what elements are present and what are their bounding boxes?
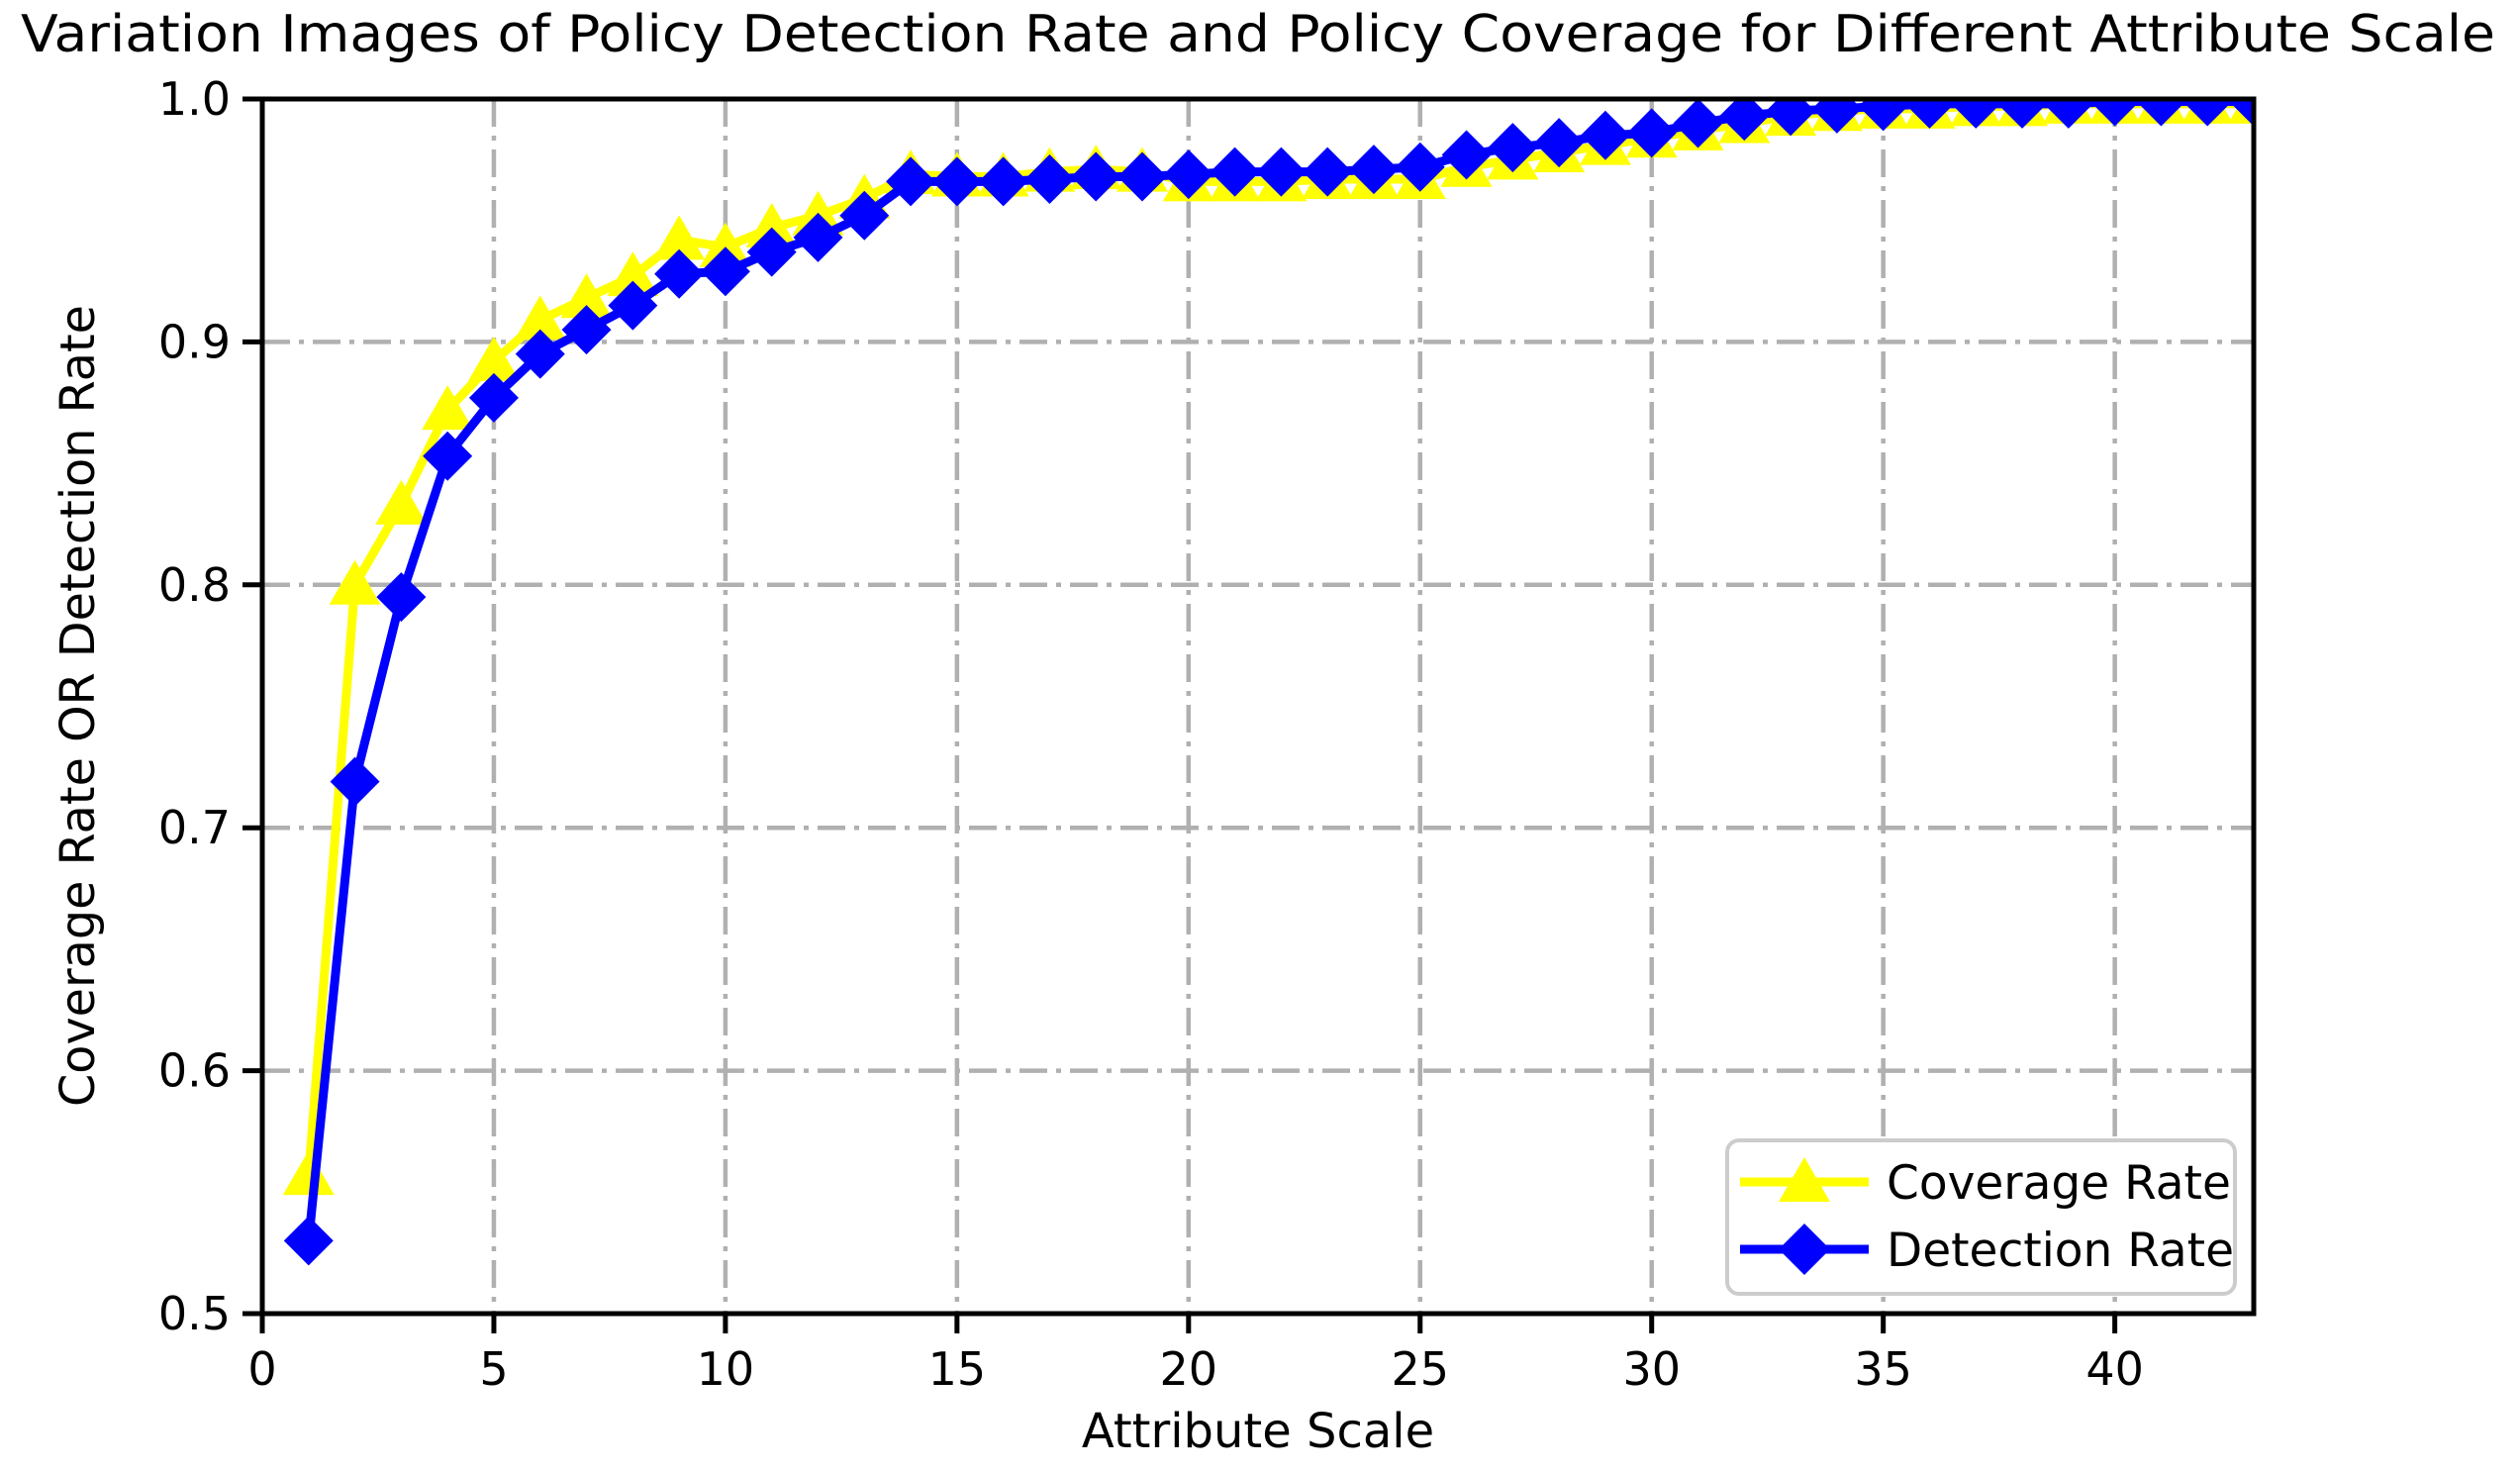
diamond-marker <box>2043 99 2093 129</box>
y-tick-label: 0.5 <box>158 1287 231 1340</box>
x-tick-label: 35 <box>1854 1342 1912 1396</box>
x-tick-label: 30 <box>1622 1342 1681 1396</box>
diamond-marker <box>1117 151 1168 202</box>
diamond-marker <box>515 329 565 379</box>
y-tick-label: 0.7 <box>158 801 231 854</box>
x-tick-label: 20 <box>1160 1342 1218 1396</box>
plot-frame <box>259 96 2257 1317</box>
legend-label-coverage: Coverage Rate <box>1887 1156 2231 1211</box>
x-tick-label: 10 <box>697 1342 755 1396</box>
diamond-marker <box>1256 147 1307 197</box>
triangle-marker <box>653 215 706 260</box>
diamond-marker <box>1811 99 1862 134</box>
diamond-marker <box>1071 151 1121 202</box>
triangle-marker <box>560 273 613 319</box>
diamond-marker <box>468 372 519 423</box>
legend-label-detection: Detection Rate <box>1887 1224 2234 1278</box>
diamond-marker <box>2229 99 2254 127</box>
y-axis-label: Coverage Rate OR Detection Rate <box>50 305 106 1107</box>
diamond-marker <box>283 1216 334 1266</box>
x-tick-label: 5 <box>479 1342 508 1396</box>
diamond-marker <box>839 190 890 241</box>
diamond-marker <box>2182 99 2233 127</box>
triangle-marker <box>282 1150 335 1196</box>
diamond-marker <box>376 572 427 623</box>
diamond-marker <box>886 156 936 207</box>
y-tick-label: 1.0 <box>158 72 231 126</box>
diamond-marker <box>608 280 658 331</box>
diamond-marker <box>1210 147 1260 197</box>
legend: Coverage Rate Detection Rate <box>1725 1138 2237 1296</box>
diamond-marker <box>1673 99 1723 148</box>
diamond-marker <box>2089 99 2140 127</box>
grid-lines <box>262 99 2254 1314</box>
triangle-marker <box>607 251 659 297</box>
y-tick-label: 0.6 <box>158 1044 231 1098</box>
diamond-marker <box>330 756 380 807</box>
diamond-marker <box>1024 153 1075 204</box>
triangle-marker <box>329 559 381 605</box>
chart-title: Variation Images of Policy Detection Rat… <box>21 5 2495 64</box>
y-tick-label: 0.9 <box>158 315 231 368</box>
diamond-marker <box>1441 130 1492 180</box>
diamond-marker <box>931 156 982 207</box>
diamond-marker <box>1626 108 1677 158</box>
x-tick-label: 0 <box>247 1342 276 1396</box>
x-tick-label: 15 <box>928 1342 987 1396</box>
diamond-marker <box>1488 123 1538 173</box>
diamond-marker <box>1904 99 1955 129</box>
y-tick-label: 0.8 <box>158 558 231 612</box>
diamond-marker <box>1163 149 1213 200</box>
legend-item-detection: Detection Rate <box>1740 1224 2234 1278</box>
triangle-marker <box>422 385 474 431</box>
diamond-marker <box>1395 142 1445 192</box>
diamond-marker <box>1858 99 1908 132</box>
series-line-coverage <box>304 99 2254 1180</box>
triangle-marker <box>467 337 520 382</box>
diamond-marker <box>793 212 843 262</box>
diamond-marker <box>1580 110 1630 160</box>
data-series-layer <box>282 99 2254 1266</box>
diamond-marker <box>1348 145 1399 195</box>
triangle-marker <box>745 203 798 248</box>
triangle-marker <box>514 295 566 341</box>
diamond-marker <box>1951 99 2001 129</box>
x-axis-label: Attribute Scale <box>1082 1404 1434 1459</box>
diamond-marker <box>423 431 473 481</box>
diamond-marker <box>654 248 705 299</box>
diamond-marker <box>1303 147 1353 197</box>
diamond-marker <box>1997 99 2048 129</box>
legend-item-coverage: Coverage Rate <box>1740 1156 2231 1211</box>
x-tick-label: 40 <box>2085 1342 2144 1396</box>
diamond-marker <box>1766 99 1816 137</box>
diamond-marker <box>746 227 797 277</box>
diamond-marker <box>700 246 750 297</box>
diamond-marker <box>1534 118 1585 168</box>
diamond-marker <box>2136 99 2186 127</box>
diamond-marker <box>1719 99 1770 142</box>
triangle-marker <box>699 222 751 267</box>
diamond-marker-icon <box>1779 1224 1830 1275</box>
x-tick-label: 25 <box>1391 1342 1449 1396</box>
diamond-marker <box>561 305 612 355</box>
diamond-marker <box>978 156 1028 207</box>
axis-ticks: 0 5 10 15 20 25 30 35 40 0.5 0.6 0.7 0.8 0.9 1.0 <box>158 72 2144 1396</box>
triangle-marker <box>375 479 428 525</box>
triangle-marker-icon <box>1779 1157 1830 1202</box>
